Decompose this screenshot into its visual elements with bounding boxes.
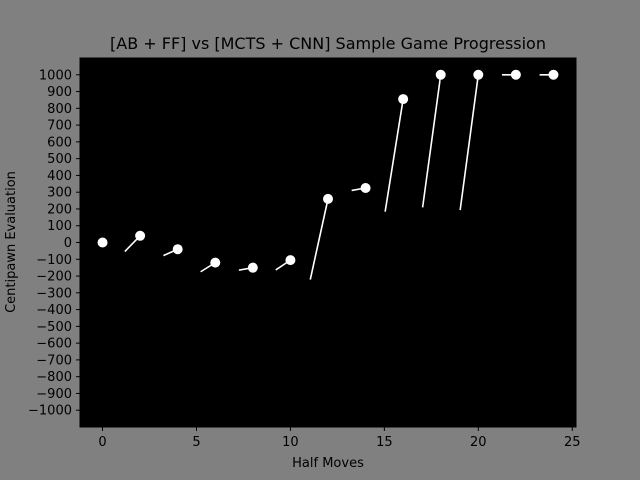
line-segment — [289, 259, 310, 285]
y-tick-label: −900 — [36, 387, 72, 402]
data-point — [172, 244, 183, 255]
data-point — [135, 230, 146, 241]
data-point — [548, 69, 559, 80]
plot-frame — [79, 57, 577, 428]
data-point — [229, 266, 240, 277]
data-point — [510, 69, 521, 80]
x-tick-label: 15 — [376, 435, 393, 450]
y-tick-label: 900 — [47, 85, 72, 100]
y-tick-label: 400 — [47, 169, 72, 184]
data-point — [341, 186, 352, 197]
data-point — [247, 262, 258, 273]
y-tick-label: 500 — [47, 152, 72, 167]
data-point — [398, 94, 409, 105]
plot-area — [80, 58, 576, 427]
data-point — [97, 237, 108, 248]
x-tick-label: 25 — [564, 435, 581, 450]
y-tick-label: −600 — [36, 337, 72, 352]
chart-title: [AB + FF] vs [MCTS + CNN] Sample Game Pr… — [110, 34, 546, 53]
x-tick-label: 0 — [98, 435, 106, 450]
y-tick-label: 700 — [47, 119, 72, 134]
x-tick-label: 5 — [192, 435, 200, 450]
x-tick-label: 10 — [282, 435, 299, 450]
data-point — [379, 211, 390, 222]
data-point — [266, 267, 277, 278]
data-point — [416, 207, 427, 218]
y-tick-label: −1000 — [28, 404, 72, 419]
data-point — [454, 209, 465, 220]
line-segment — [402, 98, 423, 213]
data-point — [153, 252, 164, 263]
y-tick-label: −200 — [36, 270, 72, 285]
data-point — [304, 279, 315, 290]
line-segment — [177, 248, 198, 275]
data-point — [473, 69, 484, 80]
y-axis-label: Centipawn Evaluation — [4, 171, 19, 313]
y-tick-label: 100 — [47, 219, 72, 234]
line-segment — [308, 198, 329, 285]
data-point — [323, 193, 333, 204]
y-tick-label: −100 — [36, 253, 72, 268]
data-points — [97, 69, 559, 290]
line-segment — [439, 74, 461, 215]
data-point — [191, 269, 202, 280]
data-point — [492, 69, 503, 80]
line-segment — [421, 74, 442, 213]
y-tick-label: 0 — [64, 236, 72, 251]
data-point — [210, 257, 221, 268]
data-point — [116, 250, 127, 261]
line-segment — [364, 187, 386, 217]
y-tick-label: −800 — [36, 370, 72, 385]
y-tick-label: −300 — [36, 286, 72, 301]
data-point — [285, 255, 296, 266]
y-tick-label: −400 — [36, 303, 72, 318]
data-point — [529, 69, 540, 80]
data-point — [360, 182, 371, 193]
data-point — [435, 69, 446, 80]
line-segment — [383, 98, 404, 217]
x-axis-label: Half Moves — [292, 456, 364, 471]
y-tick-label: 200 — [47, 202, 72, 217]
y-tick-label: 600 — [47, 135, 72, 150]
x-axis-ticks: 0 5 10 15 20 25 — [98, 427, 581, 450]
y-tick-label: −500 — [36, 320, 72, 335]
y-tick-label: 300 — [47, 186, 72, 201]
x-tick-label: 20 — [470, 435, 487, 450]
y-tick-label: 800 — [47, 102, 72, 117]
y-axis-ticks: −1000−900−800−700−600−500−400−300−200−10… — [28, 68, 80, 419]
y-tick-label: −700 — [36, 353, 72, 368]
y-tick-label: 1000 — [39, 68, 72, 83]
line-segment — [458, 74, 480, 215]
